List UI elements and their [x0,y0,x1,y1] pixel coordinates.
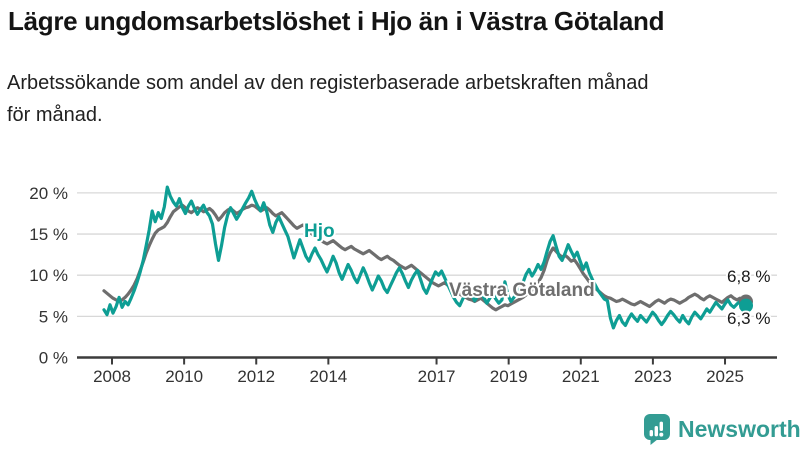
x-axis-tick-label: 2023 [634,367,672,386]
x-axis-tick-label: 2012 [237,367,275,386]
x-axis-tick-label: 2008 [93,367,131,386]
series-label: Västra Götaland [449,280,595,301]
chart-subtitle-line-2: för månad. [7,104,103,126]
chart-labels: 0 % 5 % 10 % 15 % 20 % 2008 2010 2012 2014 2017 20… [29,184,772,386]
end-value-label: 6,8 % [727,267,770,286]
x-axis-tick-label: 2010 [165,367,203,386]
series-line-hjo [102,185,748,330]
series-endpoint-dot [739,298,753,313]
y-axis-tick-label: 15 % [29,225,68,244]
chart-subtitle: Arbetssökande som andel av den registerb… [7,67,649,131]
bar-chart-speech-bubble-icon [644,413,670,445]
series-line-v-stra-g-taland [102,203,748,312]
brand-name: Newsworthy [678,415,800,442]
axes [77,356,777,365]
y-axis-tick-label: 0 % [39,349,68,368]
x-axis-tick-label: 2025 [706,367,744,386]
series-lines [102,185,753,330]
series-label: Hjo [304,221,335,242]
x-axis-tick-label: 2014 [309,367,347,386]
y-axis-tick-label: 10 % [29,266,68,285]
gridlines [77,192,777,318]
x-axis-tick-label: 2017 [418,367,456,386]
x-axis-tick-label: 2021 [562,367,600,386]
y-axis-tick-label: 5 % [39,307,68,326]
chart-title: Lägre ungdomsarbetslöshet i Hjo än i Väs… [8,6,665,36]
newsworthy-logo: Newsworthy [643,410,800,448]
y-axis-tick-label: 20 % [29,184,68,203]
end-value-label: 6,3 % [727,309,770,328]
chart-subtitle-line-1: Arbetssökande som andel av den registerb… [7,72,649,94]
x-axis-tick-label: 2019 [490,367,528,386]
